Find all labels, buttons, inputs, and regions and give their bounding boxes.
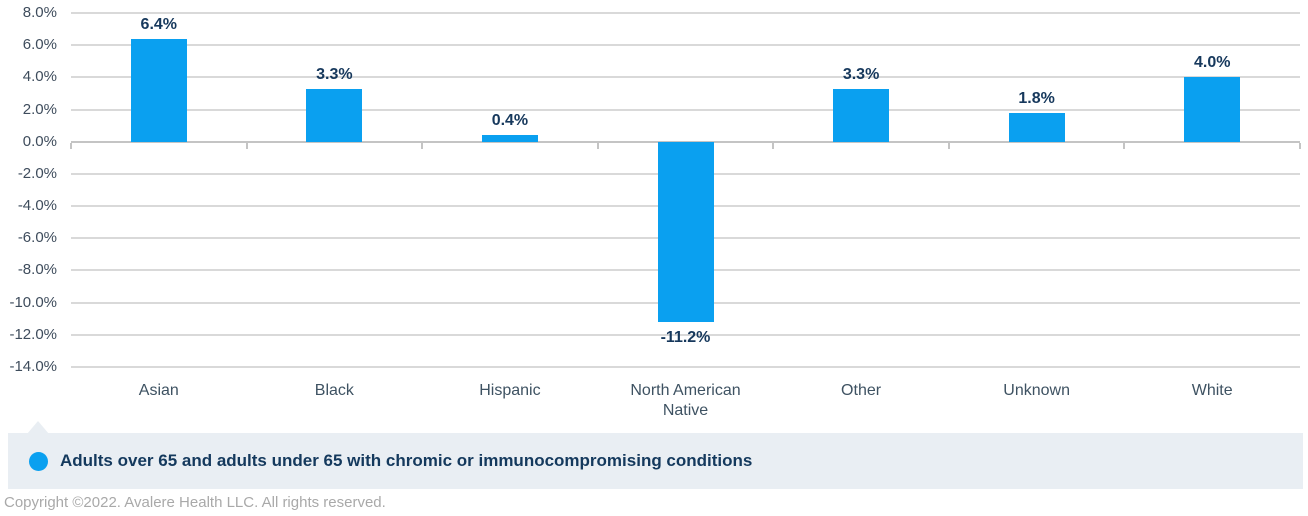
bar-value-label-hispanic: 0.4% — [491, 112, 529, 130]
x-axis-tick — [772, 142, 775, 149]
x-axis-tick — [596, 142, 599, 149]
bar-value-label-unknown: 1.8% — [1018, 89, 1055, 107]
legend: Adults over 65 and adults under 65 with … — [8, 433, 1303, 489]
x-axis-category-label-black: Black — [314, 382, 354, 399]
x-axis-tick — [1123, 142, 1126, 149]
copyright-text: Copyright ©2022. Avalere Health LLC. All… — [4, 494, 386, 511]
x-axis-tick — [1299, 142, 1301, 149]
y-axis-tick-label: 8.0% — [22, 3, 57, 21]
bar-value-label-north-american-native: -11.2% — [660, 328, 711, 346]
gridline — [71, 333, 1300, 336]
bar-black — [306, 88, 363, 142]
bar-asian — [130, 38, 187, 142]
plot-area: 8.0% 6.0% 4.0% 2.0% 0.0% -2.0% -4.0% -6.0% -8.0%… — [9, 3, 1301, 419]
y-axis-tick-label: 6.0% — [22, 36, 57, 54]
x-axis-tick — [245, 142, 248, 149]
y-axis-tick-label: 4.0% — [22, 68, 57, 86]
gridline — [71, 44, 1300, 47]
gridline — [71, 11, 1300, 14]
x-axis-tick — [947, 142, 950, 149]
bar-white — [1184, 77, 1241, 142]
bar-other — [833, 88, 890, 142]
x-axis-category-label-hispanic: Hispanic — [479, 382, 541, 399]
y-axis-tick-label: 0.0% — [22, 132, 57, 150]
y-axis-tick-label: -8.0% — [17, 261, 57, 279]
x-axis-tick — [70, 142, 72, 149]
legend-marker-circle-icon — [29, 451, 48, 471]
y-axis-tick-label: -4.0% — [17, 197, 57, 215]
y-axis-tick-label: -10.0% — [9, 293, 57, 311]
x-axis-category-label-white: White — [1191, 382, 1233, 399]
y-axis-tick-label: -6.0% — [17, 229, 57, 247]
bar-value-label-white: 4.0% — [1193, 54, 1231, 72]
bar-unknown — [1008, 112, 1065, 142]
legend-label: Adults over 65 and adults under 65 with … — [60, 451, 753, 470]
bar-value-label-black: 3.3% — [316, 65, 353, 83]
bar-hispanic — [481, 135, 538, 142]
y-axis-tick-label: -12.0% — [9, 325, 57, 343]
x-axis-category-label-unknown: Unknown — [1003, 382, 1070, 399]
bar-value-label-asian: 6.4% — [140, 15, 178, 33]
legend-pointer-triangle — [27, 421, 49, 434]
bar-north-american-native — [657, 141, 714, 322]
gridline — [71, 108, 1300, 111]
y-axis-tick-label: 2.0% — [22, 100, 57, 118]
x-axis-category-label-other: Other — [841, 382, 882, 399]
gridline — [71, 365, 1300, 368]
x-axis-category-label-north-american-native: North American Native — [630, 382, 741, 419]
bar-value-label-other: 3.3% — [842, 65, 880, 83]
y-axis-tick-label: -2.0% — [17, 164, 57, 182]
gridline — [71, 76, 1300, 79]
x-axis-category-label-asian: Asian — [138, 382, 179, 399]
x-axis-tick — [421, 142, 424, 149]
y-axis-tick-label: -14.0% — [9, 357, 57, 375]
